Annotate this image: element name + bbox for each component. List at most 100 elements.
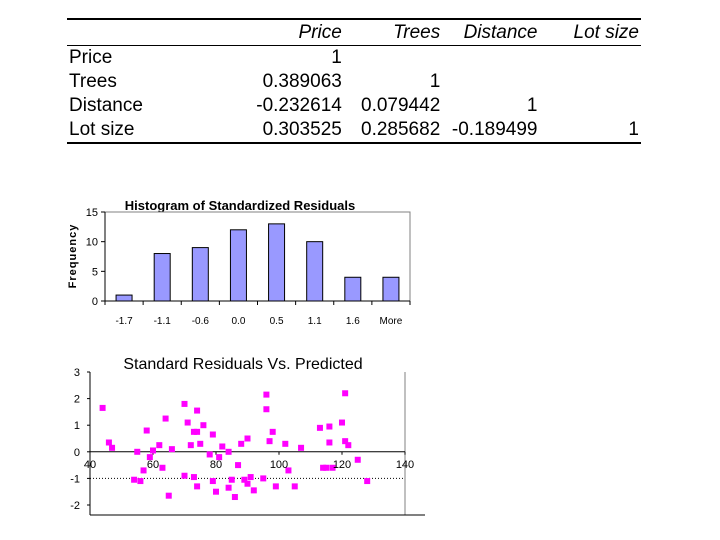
scatter-point bbox=[250, 487, 257, 494]
row-label: Distance bbox=[69, 95, 143, 116]
scatter-point bbox=[134, 448, 141, 455]
scatter-point bbox=[285, 467, 292, 474]
row-label: Price bbox=[69, 47, 113, 68]
scatter-point bbox=[238, 440, 245, 447]
table-cell: -0.189499 bbox=[451, 119, 538, 140]
scatter-point bbox=[345, 442, 352, 449]
histogram-bar bbox=[306, 241, 324, 302]
table-cell: 1 bbox=[628, 119, 639, 140]
scatter-point bbox=[105, 439, 112, 446]
histogram-y-tick-label: 15 bbox=[86, 207, 98, 219]
scatter-point bbox=[165, 492, 172, 499]
scatter-x-tick-label: 120 bbox=[333, 459, 351, 471]
scatter-point bbox=[137, 478, 144, 485]
column-header-distance: Distance bbox=[442, 20, 540, 46]
scatter-point bbox=[263, 406, 270, 413]
scatter-point bbox=[209, 431, 216, 438]
table-row: Distance -0.232614 0.079442 1 bbox=[67, 94, 641, 118]
scatter-point bbox=[181, 400, 188, 407]
scatter-y-tick-label: -2 bbox=[70, 500, 80, 512]
histogram-bar bbox=[268, 223, 286, 302]
scatter-point bbox=[272, 483, 279, 490]
histogram-bar bbox=[382, 276, 400, 302]
histogram-x-tick-label: 0.5 bbox=[270, 316, 284, 327]
scatter-point bbox=[109, 444, 116, 451]
scatter-point bbox=[209, 478, 216, 485]
histogram-bar bbox=[229, 229, 247, 302]
table-row: Lot size 0.303525 0.285682 -0.189499 1 bbox=[67, 118, 641, 142]
scatter-point bbox=[339, 419, 345, 426]
scatter-point bbox=[263, 391, 270, 398]
scatter-point bbox=[99, 404, 106, 411]
scatter-point bbox=[213, 488, 219, 495]
column-header-lot-size: Lot size bbox=[539, 20, 641, 46]
scatter-title: Standard Residuals Vs. Predicted bbox=[123, 356, 362, 373]
scatter-point bbox=[241, 476, 248, 483]
correlation-matrix: Price Trees Distance Lot size Price 1 Tr… bbox=[67, 20, 641, 142]
histogram-y-axis-label: Frequency bbox=[67, 224, 79, 289]
scatter-point bbox=[342, 438, 349, 445]
scatter-point bbox=[266, 438, 273, 445]
scatter-point bbox=[326, 439, 333, 446]
scatter-point bbox=[200, 422, 207, 429]
scatter-y-tick-label: 0 bbox=[74, 447, 80, 459]
scatter-point bbox=[326, 423, 333, 430]
scatter-point bbox=[187, 442, 194, 449]
scatter-point bbox=[320, 464, 327, 471]
row-label: Trees bbox=[69, 71, 117, 92]
scatter-point bbox=[194, 428, 201, 435]
scatter-point bbox=[235, 462, 242, 469]
scatter-point bbox=[184, 419, 191, 426]
scatter-point bbox=[190, 428, 197, 435]
histogram-x-tick-label: More bbox=[380, 316, 403, 327]
scatter-point bbox=[162, 415, 169, 422]
table-cell: 0.389063 bbox=[262, 71, 342, 92]
scatter-point bbox=[194, 483, 201, 490]
table-row: Price 1 bbox=[67, 46, 641, 71]
scatter-point bbox=[159, 464, 166, 471]
scatter-point bbox=[323, 464, 330, 471]
table-cell: 0.303525 bbox=[262, 119, 342, 140]
histogram-bars bbox=[115, 223, 400, 302]
histogram-x-tick-label: 0.0 bbox=[231, 316, 245, 327]
scatter-point bbox=[206, 451, 213, 458]
table-cell: 0.079442 bbox=[361, 95, 441, 116]
histogram-title: Histogram of Standardized Residuals bbox=[125, 198, 355, 213]
table-cell: -0.232614 bbox=[256, 95, 342, 116]
histogram-y-tick-label: 10 bbox=[86, 237, 98, 249]
table-cell: 1 bbox=[331, 47, 342, 68]
histogram-bar bbox=[344, 276, 362, 302]
scatter-point bbox=[231, 494, 238, 501]
column-header-trees: Trees bbox=[343, 20, 443, 46]
scatter-point bbox=[131, 476, 138, 483]
scatter-point bbox=[194, 407, 201, 414]
histogram-y-tick-label: 0 bbox=[92, 296, 98, 308]
scatter-point bbox=[219, 443, 226, 450]
scatter-point bbox=[225, 448, 232, 455]
table-cell: 1 bbox=[429, 71, 441, 92]
scatter-point bbox=[143, 427, 150, 434]
correlation-table: Price Trees Distance Lot size Price 1 Tr… bbox=[67, 18, 641, 144]
scatter-point bbox=[197, 440, 204, 447]
scatter-x-tick-label: 80 bbox=[210, 459, 222, 471]
scatter-x-tick-label: 40 bbox=[84, 459, 96, 471]
scatter-point bbox=[216, 454, 223, 461]
scatter-point bbox=[342, 390, 349, 397]
scatter-point bbox=[181, 472, 188, 479]
column-header-blank bbox=[67, 20, 233, 46]
scatter-point bbox=[228, 476, 235, 483]
scatter-point bbox=[190, 474, 197, 481]
scatter-point bbox=[329, 464, 336, 471]
scatter-point bbox=[247, 474, 254, 481]
scatter-y-tick-label: -1 bbox=[70, 473, 80, 485]
scatter-point bbox=[269, 428, 276, 435]
scatter-point bbox=[354, 456, 361, 463]
histogram-x-tick-label: -0.6 bbox=[192, 316, 210, 327]
histogram-bar bbox=[191, 247, 209, 302]
histogram-tick-labels: -1.7 -1.1 -0.6 0.0 0.5 1.1 1.6 More 0 5 10 15 bbox=[86, 207, 403, 327]
table-cell: 1 bbox=[526, 95, 538, 116]
scatter-point bbox=[364, 478, 371, 485]
scatter-point bbox=[146, 454, 153, 461]
scatter-x-tick-label: 100 bbox=[270, 459, 288, 471]
